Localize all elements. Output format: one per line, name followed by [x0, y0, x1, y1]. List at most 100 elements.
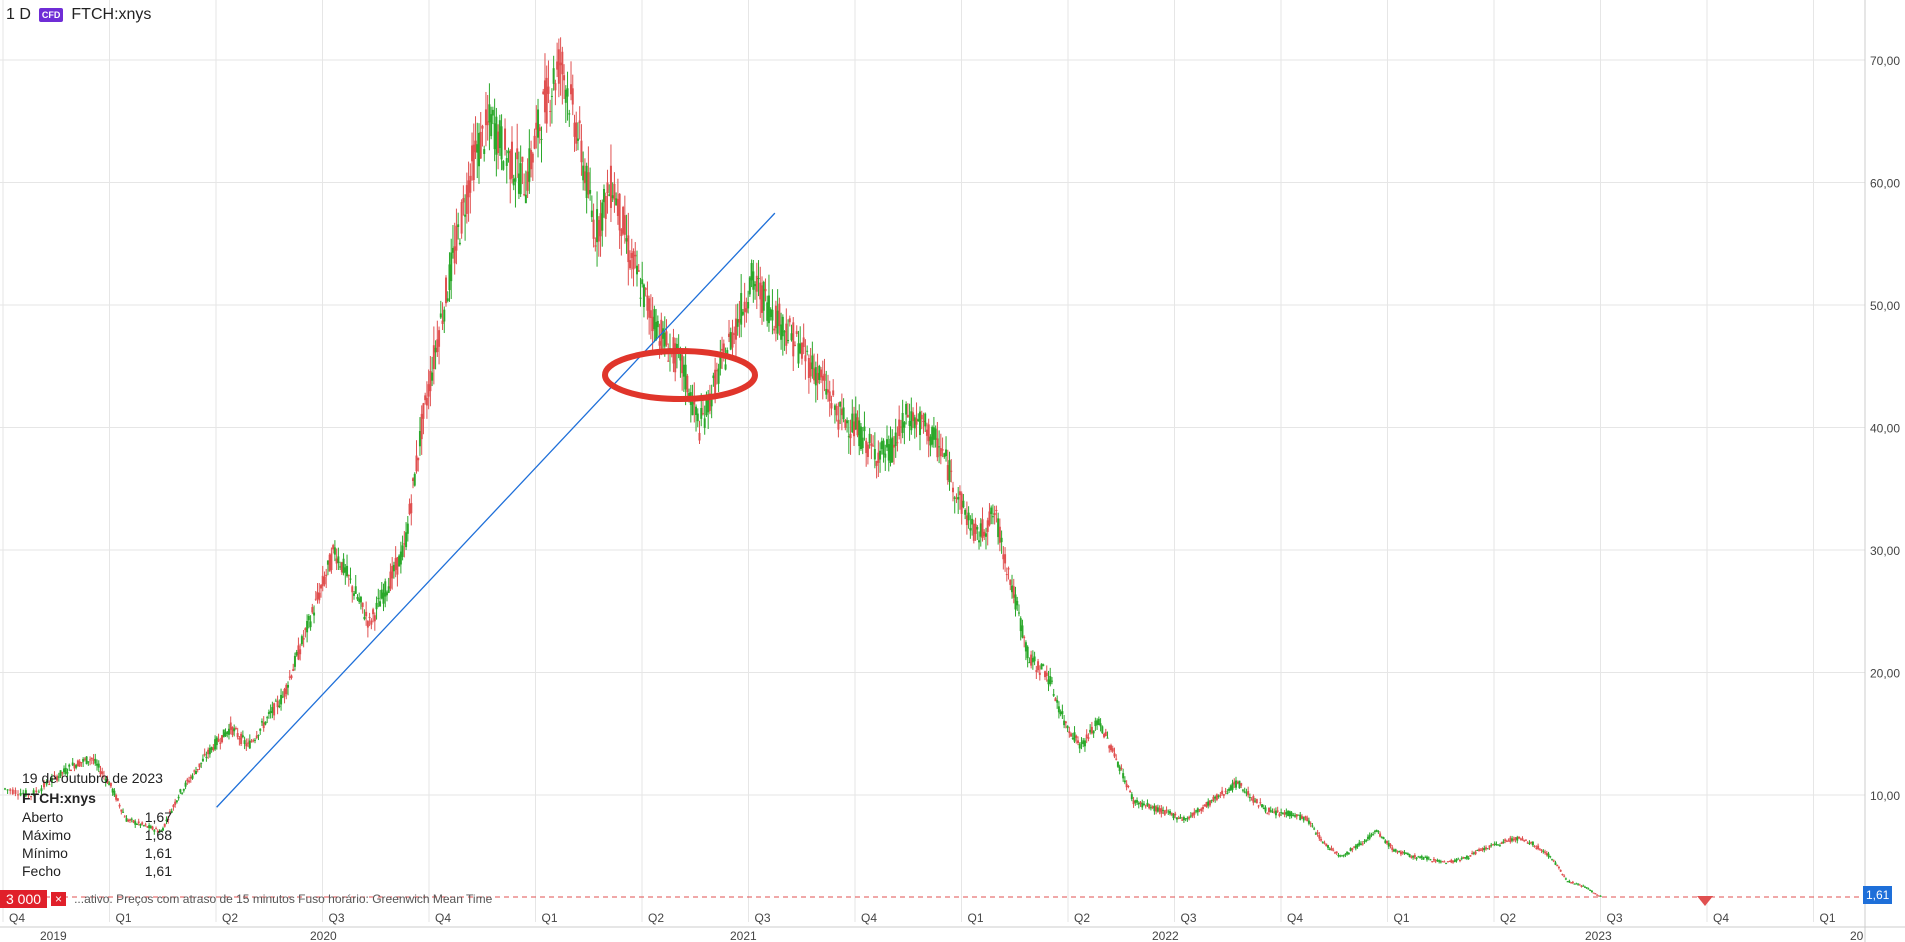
candle-body	[658, 341, 661, 346]
candle-body	[1467, 857, 1470, 859]
y-tick-label: 50,00	[1870, 299, 1900, 313]
candle-body	[43, 782, 46, 788]
candle-body	[530, 150, 533, 170]
candle-body	[488, 104, 491, 123]
candle-body	[113, 790, 116, 796]
quarter-label: Q3	[1181, 911, 1197, 925]
candle-body	[701, 413, 704, 415]
candle-body	[1372, 834, 1375, 836]
candle-body	[656, 320, 659, 328]
candle-body	[1028, 662, 1031, 664]
candle-body	[1186, 818, 1189, 820]
candle-body	[964, 509, 967, 515]
candle-body	[1205, 802, 1208, 808]
candle-body	[825, 388, 828, 395]
candle-body	[127, 819, 130, 822]
candle-body	[172, 805, 175, 807]
candle-body	[1519, 838, 1522, 840]
candle-body	[359, 596, 362, 603]
candle-body	[788, 318, 791, 323]
candle-body	[759, 282, 762, 300]
candle-body	[955, 497, 958, 499]
candle-body	[1037, 661, 1040, 671]
candle-body	[1465, 855, 1468, 859]
candle-body	[1158, 808, 1161, 812]
candle-body	[1236, 781, 1239, 784]
candle-body	[1530, 841, 1533, 843]
candle-body	[1351, 848, 1354, 851]
candle-body	[194, 770, 197, 774]
candle-body	[122, 811, 125, 813]
candle-body	[943, 453, 946, 457]
candle-body	[248, 740, 251, 749]
candle-body	[547, 86, 550, 94]
candle-body	[1330, 848, 1333, 851]
candle-body	[783, 331, 786, 333]
candle-body	[1116, 761, 1119, 767]
candle-body	[116, 798, 119, 801]
candle-body	[734, 318, 737, 340]
close-icon[interactable]: ×	[51, 892, 67, 906]
candle-body	[78, 761, 81, 767]
candle-body	[1247, 791, 1250, 796]
interval-label[interactable]: 1 D	[6, 6, 31, 23]
candle-body	[1125, 783, 1128, 788]
candle-body	[1453, 860, 1456, 863]
candle-body	[790, 333, 793, 341]
candle-body	[425, 397, 428, 406]
candle-body	[769, 309, 772, 317]
candle-body	[1261, 804, 1264, 808]
candle-body	[1044, 671, 1047, 678]
candle-body	[333, 547, 336, 555]
candle-body	[377, 597, 380, 599]
ohlc-tooltip: 19 de outubro de 2023 FTCH:xnys Aberto 1,…	[22, 770, 172, 880]
candle-body	[1311, 825, 1314, 827]
quarter-label: Q1	[968, 911, 984, 925]
candle-body	[229, 722, 232, 730]
trend-line[interactable]	[216, 212, 776, 808]
candle-body	[590, 210, 593, 218]
candle-body	[1469, 855, 1472, 857]
candle-body	[684, 364, 687, 390]
candle-body	[347, 575, 350, 577]
candle-body	[875, 460, 878, 466]
candle-body	[849, 433, 852, 439]
cfd-badge-icon: CFD	[38, 8, 64, 22]
candle-body	[236, 733, 239, 738]
candle-body	[92, 759, 95, 761]
candle-body	[189, 776, 192, 779]
candle-body	[653, 309, 656, 330]
candle-body	[415, 455, 418, 472]
quarter-label: Q2	[1074, 911, 1090, 925]
candle-body	[655, 322, 658, 340]
candle-body	[1257, 805, 1260, 807]
candle-body	[1332, 849, 1335, 851]
candle-body	[227, 728, 230, 735]
candle-body	[1163, 810, 1166, 815]
candle-body	[130, 818, 133, 820]
candle-body	[196, 768, 199, 770]
candle-body	[809, 362, 812, 377]
candle-body	[163, 823, 166, 827]
candle-body	[575, 122, 578, 144]
candle-body	[238, 738, 241, 740]
candle-body	[399, 551, 402, 565]
candle-body	[514, 177, 517, 182]
symbol-label[interactable]: FTCH:xnys	[71, 6, 152, 23]
candle-body	[1096, 720, 1099, 725]
candle-body	[1542, 850, 1545, 852]
candle-body	[979, 523, 982, 537]
candle-body	[1255, 799, 1258, 804]
candle-body	[630, 253, 633, 258]
candle-body	[635, 265, 638, 275]
candle-body	[1488, 845, 1491, 848]
quarter-label: Q4	[9, 911, 25, 925]
candle-body	[644, 288, 647, 290]
candle-body	[490, 114, 493, 137]
candle-body	[1224, 791, 1227, 793]
candle-body	[1434, 860, 1437, 862]
candle-body	[1031, 657, 1034, 663]
candle-body	[738, 318, 741, 323]
candle-body	[1358, 842, 1361, 846]
